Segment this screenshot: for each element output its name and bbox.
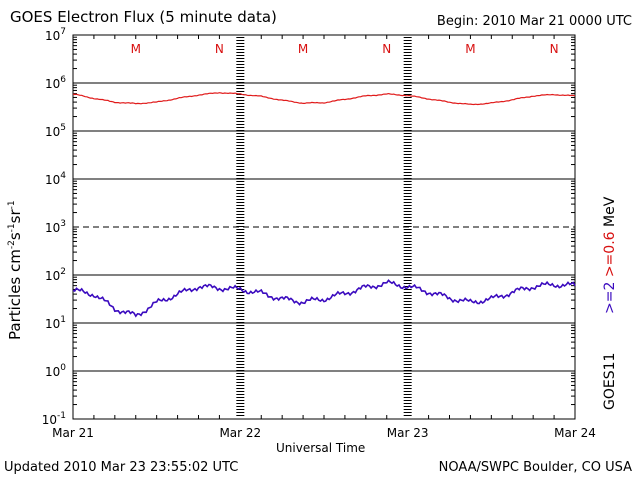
x-tick-label: Mar 24 <box>554 426 596 440</box>
y-tick-label: 101 <box>45 315 66 331</box>
chart-title: GOES Electron Flux (5 minute data) <box>10 8 277 26</box>
x-tick-label: Mar 23 <box>387 426 429 440</box>
y-tick-label: 104 <box>45 171 66 187</box>
x-axis-ticks: Mar 21 Mar 22 Mar 23 Mar 24 <box>52 35 596 440</box>
marker-N: N <box>215 42 224 56</box>
series-lines <box>72 92 576 318</box>
y-tick-label: 10-1 <box>42 411 66 427</box>
x-tick-label: Mar 21 <box>52 426 94 440</box>
y-tick-label: 103 <box>45 219 66 235</box>
y-tick-label: 107 <box>45 27 66 43</box>
legend-high-energy: >=2 <box>602 281 618 314</box>
series-line <box>72 279 576 318</box>
marker-N: N <box>382 42 391 56</box>
begin-time: Begin: 2010 Mar 21 0000 UTC <box>436 14 632 29</box>
series-line <box>72 92 576 106</box>
marker-M: M <box>131 42 141 56</box>
legend: >=2 >=0.6 MeV <box>602 197 618 314</box>
marker-N: N <box>550 42 559 56</box>
credit-label: NOAA/SWPC Boulder, CO USA <box>438 460 632 475</box>
legend-low-energy: >=0.6 <box>602 231 618 278</box>
x-tick-label: Mar 22 <box>219 426 261 440</box>
y-tick-label: 100 <box>45 363 66 379</box>
y-tick-label: 102 <box>45 267 66 283</box>
updated-timestamp: Updated 2010 Mar 23 23:55:02 UTC <box>4 460 239 475</box>
x-axis-label: Universal Time <box>276 441 366 455</box>
satellite-label: GOES11 <box>602 352 618 410</box>
day-dividers <box>236 37 412 417</box>
marker-M: M <box>465 42 475 56</box>
legend-unit: MeV <box>602 196 618 227</box>
y-tick-label: 105 <box>45 123 66 139</box>
y-axis-ticks: 107 106 105 104 103 102 101 100 10-1 <box>42 27 575 427</box>
gridlines <box>73 82 575 372</box>
marker-M: M <box>298 42 308 56</box>
y-axis-label: Particles cm-2s-1sr-1 <box>6 200 24 340</box>
y-tick-label: 106 <box>45 75 66 91</box>
